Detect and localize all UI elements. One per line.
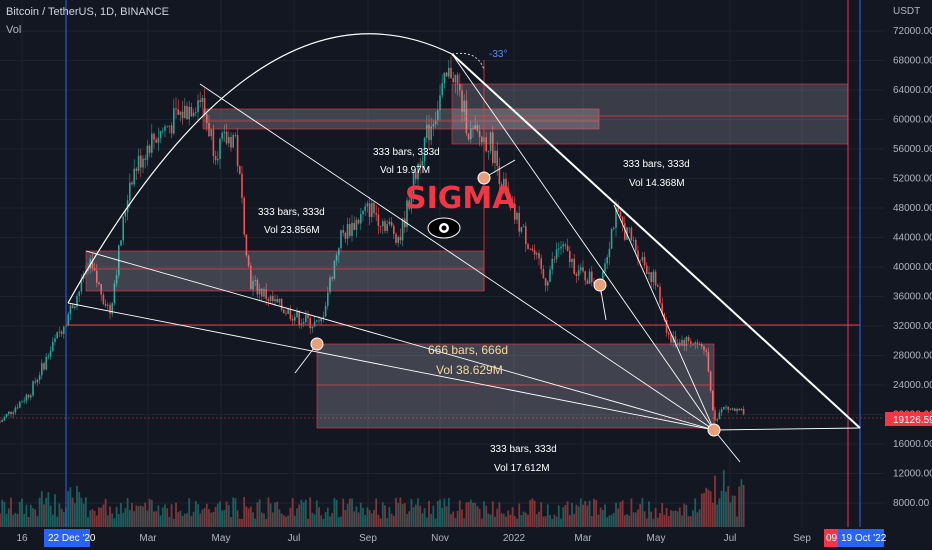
range-box-4 [316, 343, 715, 429]
box4-bars-label: 666 bars, 666d [428, 343, 508, 357]
time-tick-3: Jul [288, 533, 301, 544]
time-tick-9: Jul [724, 533, 737, 544]
box5-bars-label: 333 bars, 333d [490, 444, 557, 455]
box1-vol-label: Vol 23.856M [264, 225, 320, 236]
time-tick-0: 16 [16, 533, 28, 544]
box2-bars-label: 333 bars, 333d [373, 147, 440, 158]
price-tick-15: 12000.00 [893, 469, 932, 480]
sigma-logo-text: SIGMA [405, 181, 516, 216]
range-box-1 [85, 250, 485, 292]
price-tick-5: 52000.00 [893, 174, 932, 185]
current-price-label: 19126.59 [893, 415, 932, 426]
volume-indicator-label[interactable]: Vol [6, 24, 22, 36]
price-tick-3: 60000.00 [893, 115, 932, 126]
price-tick-14: 16000.00 [893, 439, 932, 450]
angle-arc [451, 52, 485, 71]
price-tick-2: 64000.00 [893, 85, 932, 96]
end-date-badge-left [824, 529, 838, 547]
price-axis-currency: USDT [893, 6, 920, 17]
end-date-label-left: 09 [826, 533, 838, 544]
start-date-badge [44, 529, 90, 547]
price-tick-7: 44000.00 [893, 233, 932, 244]
price-tick-6: 48000.00 [893, 203, 932, 214]
price-tick-12: 24000.00 [893, 380, 932, 391]
price-tick-10: 32000.00 [893, 321, 932, 332]
box5-vol-label: Vol 17.612M [494, 463, 550, 474]
box1-bars-label: 333 bars, 333d [258, 207, 325, 218]
price-tick-16: 8000.00 [893, 498, 930, 509]
time-tick-10: Sep [793, 533, 811, 544]
arc-curve [67, 33, 453, 304]
time-tick-8: May [647, 533, 666, 544]
box3-vol-label: Vol 14.368M [629, 178, 685, 189]
end-date-badge [838, 529, 884, 547]
price-tick-4: 56000.00 [893, 144, 932, 155]
time-tick-6: 2022 [503, 533, 526, 544]
time-tick-2: May [212, 533, 231, 544]
price-axis-background [884, 0, 932, 527]
time-axis-background [0, 527, 932, 550]
eye-icon [427, 217, 461, 239]
time-tick-4: Sep [359, 533, 377, 544]
angle-label: -33° [489, 49, 507, 60]
volume-bars [0, 470, 745, 527]
price-tick-1: 68000.00 [893, 56, 932, 67]
price-tick-0: 72000.00 [893, 26, 932, 37]
time-tick-1: Mar [139, 533, 157, 544]
range-box-3 [451, 83, 849, 145]
price-tick-8: 40000.00 [893, 262, 932, 273]
main-trendline [451, 53, 861, 429]
price-tick-9: 36000.00 [893, 292, 932, 303]
end-date-label: 19 Oct '22 [841, 533, 887, 544]
box4-vol-label: Vol 38.629M [436, 363, 503, 377]
time-tick-7: Mar [574, 533, 592, 544]
pivot-markers [310, 171, 721, 437]
box2-vol-label: Vol 19.97M [380, 165, 430, 176]
symbol-header[interactable]: Bitcoin / TetherUS, 1D, BINANCE [6, 6, 170, 18]
time-tick-5: Nov [431, 533, 449, 544]
candlestick-series [0, 56, 745, 424]
price-tick-11: 28000.00 [893, 351, 932, 362]
current-price-badge [885, 412, 932, 426]
range-box-2 [202, 108, 600, 130]
start-date-label: 22 Dec '20 [48, 533, 96, 544]
time-axis-ticks[interactable]: 16 Mar May Jul Sep Nov 2022 Mar May Jul Sep [16, 533, 811, 544]
box3-bars-label: 333 bars, 333d [623, 159, 690, 170]
